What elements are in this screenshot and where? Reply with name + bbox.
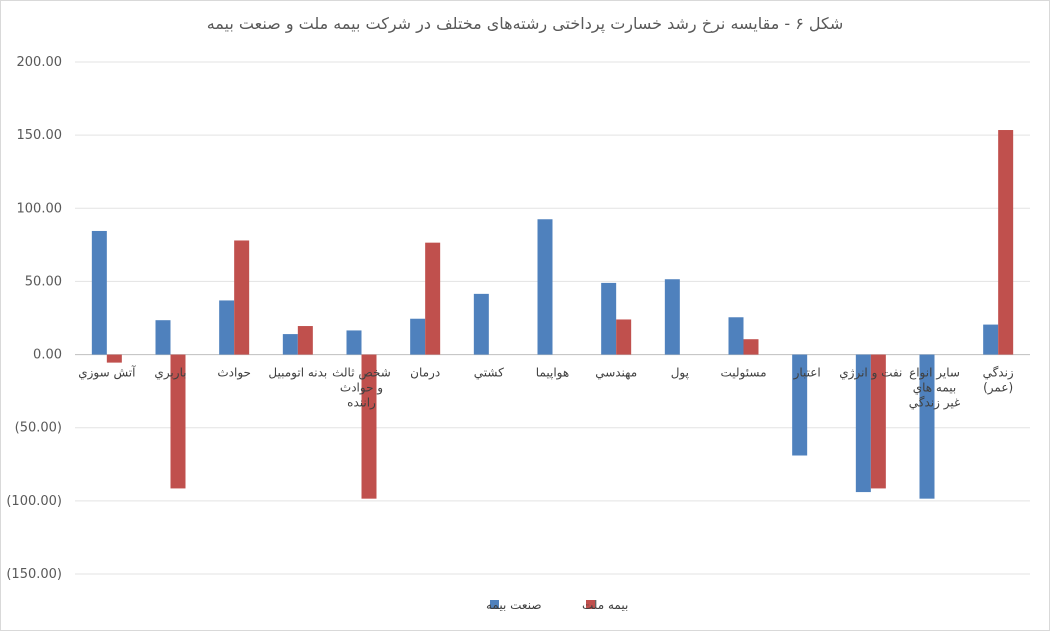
- legend-label: بیمه ملت: [582, 598, 628, 612]
- bar-series-1: [792, 354, 808, 456]
- bar-series-1: [346, 330, 362, 355]
- bar-series-1: [919, 354, 935, 499]
- category-label: بيمه هاي: [913, 381, 957, 395]
- legend-swatch: [490, 600, 499, 609]
- chart-title: شکل ۶ - مقایسه نرخ رشد خسارت پرداختی رشت…: [206, 14, 844, 33]
- bar-series-2: [170, 354, 186, 489]
- y-tick-label: 150.00: [17, 128, 63, 143]
- bar-series-1: [282, 334, 298, 355]
- bar-series-2: [106, 354, 122, 363]
- category-label: (عمر): [983, 381, 1013, 396]
- bar-series-1: [410, 318, 426, 355]
- bar-series-2: [743, 339, 759, 355]
- bar-series-1: [855, 354, 871, 493]
- bar-series-1: [155, 320, 171, 355]
- category-label: آتش سوزي: [78, 365, 136, 381]
- x-axis-categories: آتش سوزي باربري حوادث بدنه اتومبيل شخص ثالثو…: [78, 365, 1014, 411]
- y-tick-label: 0.00: [33, 348, 62, 363]
- bar-series-1: [728, 317, 744, 355]
- y-tick-label: 100.00: [17, 201, 63, 216]
- bar-series-2: [616, 319, 632, 355]
- bar-series-2: [425, 242, 441, 355]
- category-label: پول: [671, 366, 689, 381]
- category-label: غير زندگي: [909, 396, 960, 411]
- category-label: درمان: [410, 366, 440, 381]
- legend-label: صنعت بیمه: [486, 598, 542, 612]
- y-tick-label: (100.00): [6, 494, 62, 509]
- category-label: نفت و انرژي: [839, 366, 902, 381]
- category-label: هواپيما: [536, 366, 569, 381]
- y-tick-label: 200.00: [17, 55, 63, 70]
- y-tick-label: (150.00): [6, 567, 62, 582]
- y-tick-label: 50.00: [25, 274, 62, 289]
- category-label: اعتبار: [793, 366, 821, 381]
- category-label: و حوادث: [340, 381, 383, 396]
- bar-series-1: [537, 219, 553, 355]
- bar-series-2: [998, 130, 1014, 355]
- bar-series-1: [473, 293, 489, 355]
- bar-series-1: [664, 279, 680, 355]
- category-label: شخص ثالث: [332, 366, 391, 381]
- bars: [91, 130, 1014, 499]
- category-label: مسئوليت: [720, 366, 766, 381]
- category-label: باربري: [154, 366, 186, 381]
- bar-series-1: [983, 324, 999, 355]
- y-axis-ticks: (150.00) (100.00) (50.00) 0.00 50.00 100.00 15…: [6, 55, 62, 582]
- bar-series-1: [601, 282, 617, 355]
- category-label: بدنه اتومبيل: [268, 366, 327, 381]
- legend: صنعت بیمه بیمه ملت: [486, 598, 628, 612]
- category-label: راننده: [347, 396, 376, 411]
- category-label: كشتي: [474, 366, 504, 380]
- category-label: حوادث: [217, 366, 251, 381]
- category-label: ساير انواع: [909, 366, 960, 381]
- category-label: مهندسي: [595, 366, 637, 380]
- bar-series-2: [297, 326, 313, 355]
- y-tick-label: (50.00): [15, 421, 62, 436]
- bar-series-2: [870, 354, 886, 489]
- bar-series-2: [234, 240, 250, 355]
- bar-series-1: [91, 230, 107, 355]
- bar-series-1: [219, 300, 235, 355]
- category-label: زندگي: [983, 366, 1014, 381]
- bar-series-2: [361, 354, 377, 499]
- legend-swatch: [586, 600, 595, 609]
